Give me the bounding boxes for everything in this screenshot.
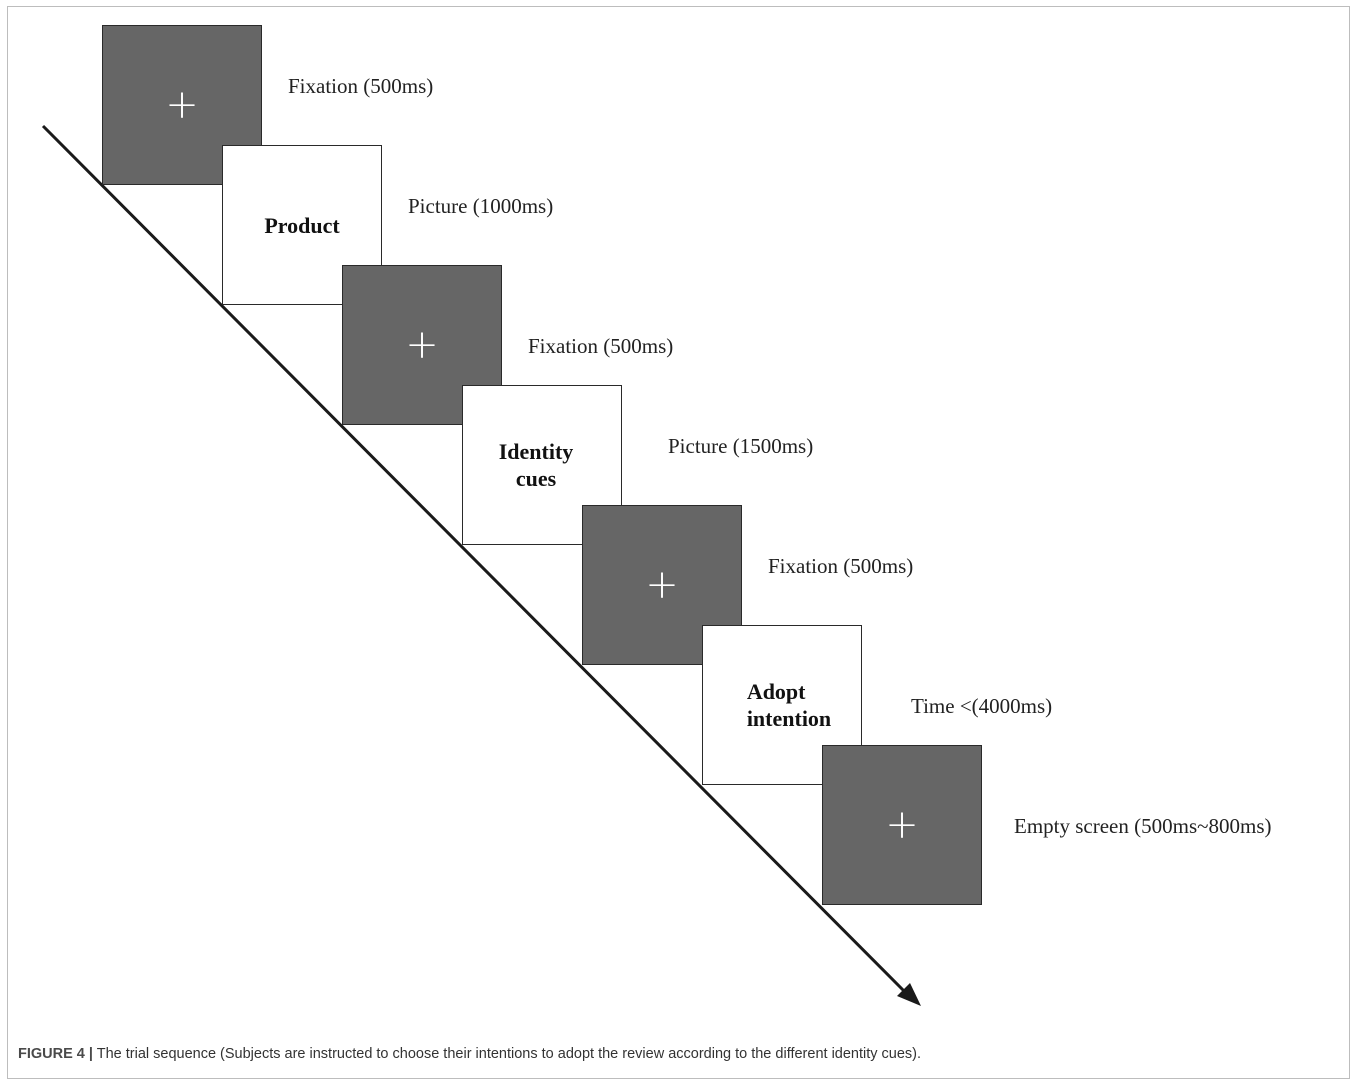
empty-screen: +	[822, 745, 982, 905]
adopt-intention-text: Adopt intention	[746, 679, 832, 731]
figure-caption: FIGURE 4 | The trial sequence (Subjects …	[18, 1046, 1338, 1062]
step-label-6: Time <(4000ms)	[911, 694, 1053, 718]
step-label-7: Empty screen (500ms~800ms)	[1014, 814, 1272, 838]
step-label-2: Picture (1000ms)	[408, 194, 554, 218]
fixation-cross-icon: +	[885, 802, 919, 848]
product-text: Product	[264, 212, 340, 238]
identity-cues-text: Identity cues	[498, 439, 574, 491]
adopt-intention-screen: Adopt intention	[702, 625, 862, 785]
fixation-cross-icon: +	[405, 322, 439, 368]
fixation-cross-icon: +	[165, 82, 199, 128]
step-label-3: Fixation (500ms)	[528, 334, 674, 358]
fixation-cross-icon: +	[645, 562, 679, 608]
caption-text: The trial sequence (Subjects are instruc…	[92, 1046, 922, 1062]
step-label-1: Fixation (500ms)	[288, 74, 434, 98]
step-label-4: Picture (1500ms)	[668, 434, 814, 458]
caption-prefix: FIGURE 4 |	[18, 1046, 93, 1062]
step-label-5: Fixation (500ms)	[768, 554, 914, 578]
